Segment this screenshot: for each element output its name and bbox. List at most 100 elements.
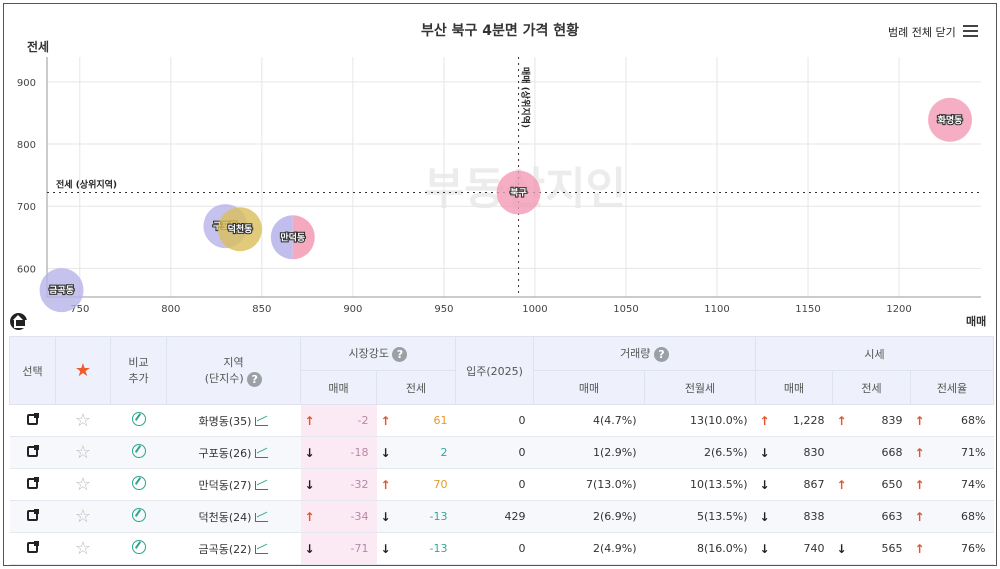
ms-jeonse-cell: ↓ 2 — [376, 436, 456, 469]
arrow-down-icon: ↓ — [304, 477, 315, 492]
star-outline-icon[interactable]: ☆ — [74, 410, 92, 431]
header-jeonse-ratio: 전세율 — [910, 370, 994, 405]
header-volume: 거래량 ? — [533, 336, 756, 371]
data-point-label: 금곡동 — [49, 285, 74, 296]
move-in-cell: 0 — [455, 532, 534, 565]
arrow-up-icon: ↑ — [914, 509, 925, 524]
hamburger-menu-icon[interactable] — [963, 25, 978, 39]
arrow-up-icon: ↑ — [304, 509, 315, 524]
legend-toggle-button[interactable]: 범례 전체 닫기 — [888, 26, 956, 39]
x-tick-label: 1200 — [886, 304, 911, 315]
compare-cell — [110, 404, 167, 437]
y-tick-label: 800 — [17, 140, 36, 151]
external-link-icon[interactable] — [27, 412, 39, 425]
region-link[interactable]: 덕천동(24) — [198, 510, 252, 524]
star-outline-icon[interactable]: ☆ — [74, 442, 92, 463]
data-point — [39, 268, 84, 313]
trend-chart-icon[interactable] — [255, 545, 269, 554]
data-point-right-half — [292, 215, 315, 260]
vol-sale-cell: 2(6.9%) — [533, 500, 645, 533]
help-icon[interactable]: ? — [247, 371, 263, 387]
arrow-down-icon: ↓ — [759, 541, 770, 556]
trend-chart-icon[interactable] — [255, 449, 269, 458]
external-link-icon[interactable] — [27, 444, 39, 457]
trend-chart-icon[interactable] — [255, 481, 269, 490]
arrow-up-icon: ↑ — [914, 541, 925, 556]
arrow-down-icon: ↓ — [759, 509, 770, 524]
star-filled-icon[interactable]: ★ — [74, 360, 92, 381]
region-link[interactable]: 구포동(26) — [198, 446, 252, 460]
header-vol-sale: 매매 — [533, 370, 645, 405]
x-tick-label: 900 — [343, 304, 362, 315]
arrow-up-icon: ↑ — [759, 413, 770, 428]
arrow-up-icon: ↑ — [380, 413, 391, 428]
compare-add-icon[interactable] — [131, 444, 146, 458]
region-link[interactable]: 금곡동(22) — [198, 542, 252, 556]
table-row: ☆ 덕천동(24) ↑ -34 ↓ -13 429 2(6.9%) 5(13.5%)… — [9, 500, 994, 533]
scatter-chart: 부동산지인75080085090095010001050110011501200… — [17, 57, 981, 315]
ms-sale-cell: ↓ -18 — [300, 436, 377, 469]
external-link-icon[interactable] — [27, 508, 39, 521]
compare-add-icon[interactable] — [131, 540, 146, 554]
arrow-down-icon: ↓ — [380, 541, 391, 556]
data-point-label: 만덕동 — [280, 231, 305, 243]
arrow-down-icon: ↓ — [836, 541, 847, 556]
arrow-down-icon: ↓ — [304, 541, 315, 556]
jeonse-ratio-cell: ↑ 76% — [910, 532, 994, 565]
region-link[interactable]: 만덕동(27) — [198, 478, 252, 492]
move-in-cell: 429 — [455, 500, 534, 533]
header-compare: 비교 추가 — [110, 336, 167, 405]
compare-cell — [110, 468, 167, 501]
data-point-label: 덕천동 — [228, 224, 253, 235]
price-jeonse-cell: ↑ 839 — [832, 404, 911, 437]
price-sale-cell: ↓ 830 — [755, 436, 833, 469]
move-in-cell: 0 — [455, 468, 534, 501]
arrow-up-icon: ↑ — [914, 445, 925, 460]
external-link-icon[interactable] — [27, 540, 39, 553]
star-outline-icon[interactable]: ☆ — [74, 474, 92, 495]
header-vol-monthly: 전월세 — [644, 370, 756, 405]
y-reference-label: 전세 (상위지역) — [56, 179, 117, 191]
price-sale-cell: ↓ 867 — [755, 468, 833, 501]
jeonse-ratio-cell: ↑ 71% — [910, 436, 994, 469]
compare-add-icon[interactable] — [131, 508, 146, 522]
data-point — [928, 97, 973, 142]
x-tick-label: 950 — [434, 304, 453, 315]
star-outline-icon[interactable]: ☆ — [74, 538, 92, 559]
panel-frame — [3, 3, 997, 566]
region-link[interactable]: 화명동(35) — [198, 414, 252, 428]
arrow-down-icon: ↓ — [759, 445, 770, 460]
arrow-up-icon: ↑ — [914, 413, 925, 428]
y-tick-label: 700 — [17, 202, 36, 213]
x-tick-label: 750 — [70, 304, 89, 315]
help-icon[interactable]: ? — [392, 346, 408, 362]
price-sale-cell: ↓ 740 — [755, 532, 833, 565]
trend-chart-icon[interactable] — [255, 417, 269, 426]
select-cell — [9, 436, 56, 469]
ms-sale-cell: ↑ -34 — [300, 500, 377, 533]
region-cell: 만덕동(27) — [166, 468, 301, 501]
home-icon[interactable] — [10, 313, 27, 330]
favorite-cell: ☆ — [55, 436, 111, 469]
data-point-left-half — [270, 215, 293, 260]
trend-chart-icon[interactable] — [255, 513, 269, 522]
external-link-icon[interactable] — [27, 476, 39, 489]
ms-sale-cell: ↓ -32 — [300, 468, 377, 501]
select-cell — [9, 404, 56, 437]
arrow-down-icon: ↓ — [380, 509, 391, 524]
region-table: 선택 ★ 비교 추가 지역 (단지수) ? 시장강도 ? 입주(2025) 거래량… — [9, 336, 994, 565]
region-cell: 구포동(26) — [166, 436, 301, 469]
header-price-sale: 매매 — [755, 370, 833, 405]
x-tick-label: 850 — [252, 304, 271, 315]
jeonse-ratio-cell: ↑ 68% — [910, 500, 994, 533]
compare-add-icon[interactable] — [131, 476, 146, 490]
compare-add-icon[interactable] — [131, 412, 146, 426]
arrow-down-icon: ↓ — [759, 477, 770, 492]
star-outline-icon[interactable]: ☆ — [74, 506, 92, 527]
ms-jeonse-cell: ↓ -13 — [376, 532, 456, 565]
favorite-cell: ☆ — [55, 532, 111, 565]
table-row: ☆ 금곡동(22) ↓ -71 ↓ -13 0 2(4.9%) 8(16.0%) ↓… — [9, 532, 994, 565]
arrow-up-icon: ↑ — [380, 477, 391, 492]
help-icon[interactable]: ? — [653, 346, 669, 362]
ms-jeonse-cell: ↓ -13 — [376, 500, 456, 533]
